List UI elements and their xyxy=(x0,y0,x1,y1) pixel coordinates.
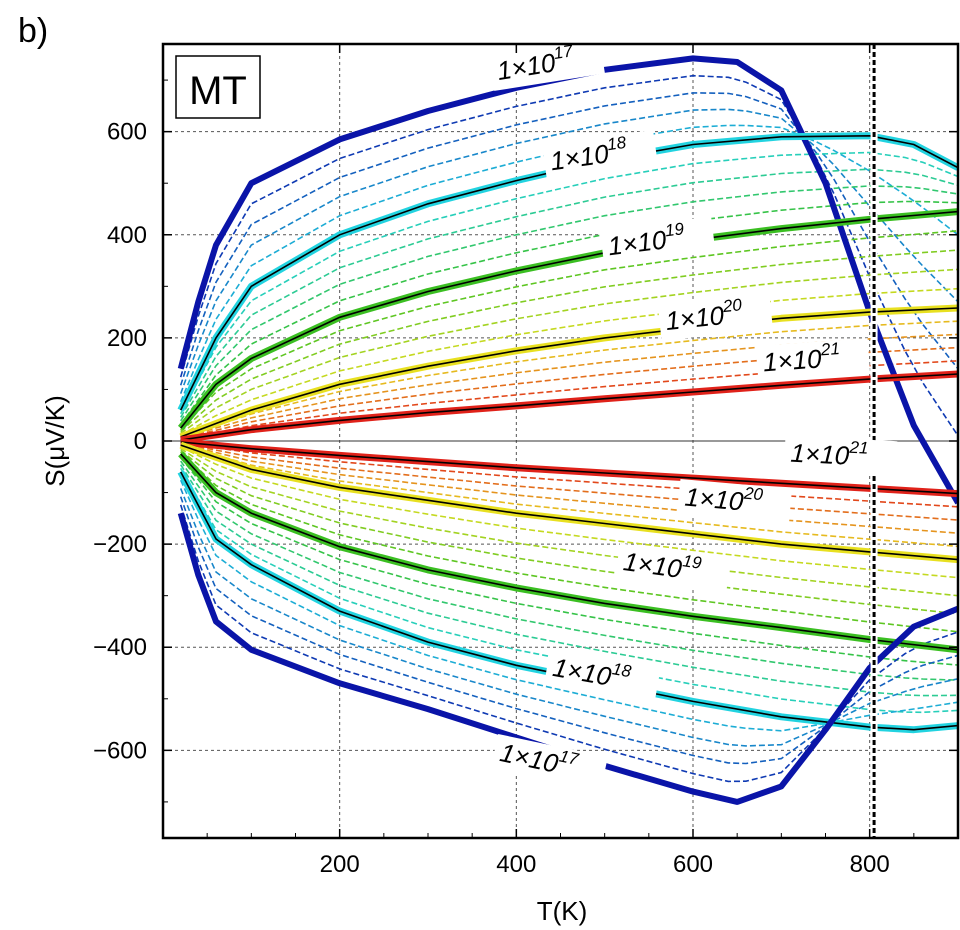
curve-label: 1×1020 xyxy=(677,479,793,525)
curve-label-bg xyxy=(599,216,716,267)
dashed-curve xyxy=(180,442,958,521)
series-layer xyxy=(177,55,958,805)
dashed-curve xyxy=(180,249,958,433)
y-tick-label: −600 xyxy=(93,737,147,764)
axis-layer: 200 400 600 800 −600 −400 −200 0 200 400 600 xyxy=(93,44,958,878)
dashed-curve xyxy=(180,447,958,597)
curve-label-text: 1×1021 xyxy=(790,435,869,472)
curve-label: 1×1018 xyxy=(544,648,661,704)
curve-label: 1×1020 xyxy=(657,293,773,341)
dashed-curve xyxy=(179,151,958,415)
curve-label-bg xyxy=(657,293,773,341)
x-axis-title: T(K) xyxy=(537,896,588,926)
y-tick-label: 400 xyxy=(107,222,147,249)
dashed-curve xyxy=(179,496,958,765)
dashed-curve xyxy=(180,464,958,697)
curve-label-bg xyxy=(490,733,608,793)
series-centerline xyxy=(180,373,958,441)
dashed-curve xyxy=(180,168,958,418)
curve-label-bg xyxy=(542,129,659,182)
curve-label-text: 1×1020 xyxy=(664,295,745,336)
dashed-curve xyxy=(180,441,958,508)
curve-label-text: 1×1020 xyxy=(684,479,765,519)
series-band xyxy=(177,55,958,505)
dashed-curve xyxy=(179,124,958,403)
y-tick-label: 0 xyxy=(134,428,147,455)
dashed-curve xyxy=(180,287,958,436)
series-centerline xyxy=(180,210,958,429)
model-label: MT xyxy=(189,69,247,113)
dashed-curve xyxy=(179,92,958,386)
curve-label-text: 1×1019 xyxy=(606,219,687,261)
dashed-curve xyxy=(180,320,958,439)
curve-label: 1×1021 xyxy=(755,338,871,382)
dashed-curve xyxy=(180,443,958,534)
y-tick-label: −200 xyxy=(93,531,147,558)
curve-label: 1×1018 xyxy=(542,129,659,182)
curve-label-bg xyxy=(755,338,871,382)
curve-label-bg xyxy=(614,543,731,595)
model-label-box: MT xyxy=(175,55,261,119)
annotation-layer: 1×1017 1×1018 1×1019 1×1020 1×1021 1×1021 1×10… xyxy=(488,37,898,793)
curve-label: 1×1019 xyxy=(614,543,731,595)
x-tick-label: 200 xyxy=(320,851,360,878)
series-centerline xyxy=(180,307,958,438)
curve-label-bg xyxy=(783,435,898,478)
curve-label-bg xyxy=(544,648,661,704)
x-tick-label: 800 xyxy=(850,851,890,878)
curve-label-bg xyxy=(488,37,605,91)
curve-label: 1×1019 xyxy=(599,216,716,267)
dashed-curve xyxy=(179,504,958,783)
series-centerline xyxy=(180,441,958,495)
dashed-curve xyxy=(180,446,958,579)
curve-label-text: 1×1018 xyxy=(548,133,630,177)
dashed-curve xyxy=(179,108,958,394)
curve-label-text: 1×1021 xyxy=(762,339,842,377)
x-tick-label: 600 xyxy=(673,851,713,878)
dashed-curve xyxy=(179,479,958,732)
series-centerline xyxy=(180,444,958,561)
curve-label: 1×1017 xyxy=(490,733,608,793)
curve-label: 1×1017 xyxy=(488,37,605,91)
dashed-curve xyxy=(180,268,958,435)
y-axis-title: S(μV/K) xyxy=(40,395,70,487)
dashed-curve xyxy=(180,449,958,615)
y-tick-label: −400 xyxy=(93,634,147,661)
dashed-curve xyxy=(180,200,958,425)
y-tick-label: 600 xyxy=(107,119,147,146)
curve-label-bg xyxy=(677,479,793,525)
dashed-curve xyxy=(180,460,958,681)
series-centerline xyxy=(180,453,958,651)
y-tick-label: 200 xyxy=(107,325,147,352)
dashed-curve xyxy=(180,451,958,633)
panel-label: b) xyxy=(18,12,49,50)
curve-label: 1×1021 xyxy=(783,435,898,478)
intermediate-dashed-curves xyxy=(179,74,958,783)
x-tick-label: 400 xyxy=(496,851,536,878)
dashed-curve xyxy=(180,230,958,431)
